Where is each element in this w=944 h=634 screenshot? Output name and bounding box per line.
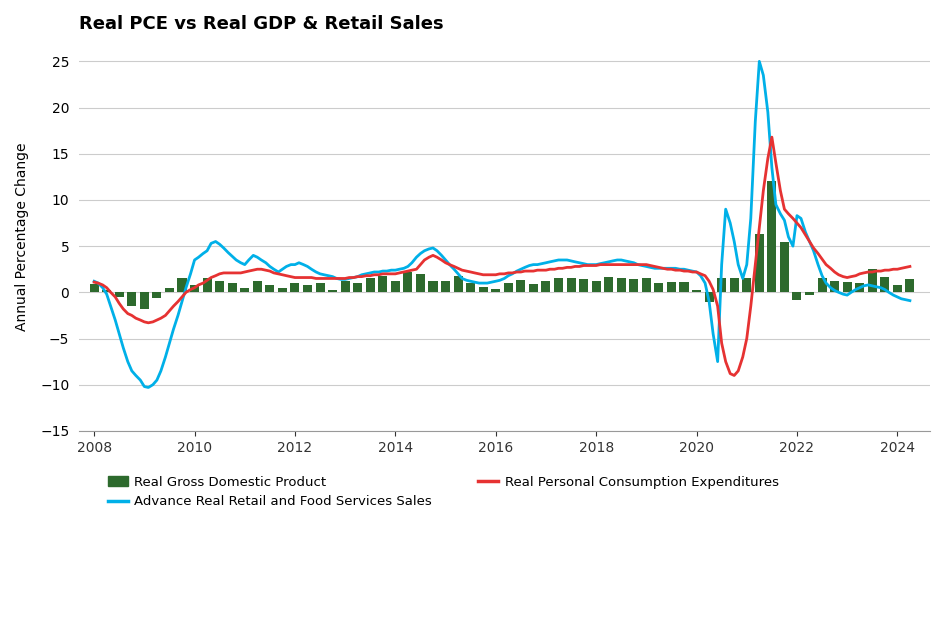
Bar: [391, 281, 399, 292]
Bar: [616, 278, 625, 292]
Bar: [591, 281, 600, 292]
Bar: [228, 283, 236, 292]
Advance Real Retail and Food Services Sales: [862, 281, 873, 288]
Bar: [553, 278, 563, 292]
Bar: [529, 284, 537, 292]
Bar: [741, 278, 750, 292]
Advance Real Retail and Food Services Sales: [89, 278, 100, 285]
Line: Advance Real Retail and Food Services Sales: Advance Real Retail and Food Services Sa…: [94, 61, 909, 387]
Bar: [90, 284, 98, 292]
Bar: [779, 242, 788, 292]
Bar: [190, 285, 199, 292]
Advance Real Retail and Food Services Sales: [903, 297, 915, 304]
Legend: Real Gross Domestic Product, Advance Real Retail and Food Services Sales, Real P: Real Gross Domestic Product, Advance Rea…: [103, 470, 784, 514]
Bar: [403, 272, 412, 292]
Bar: [641, 278, 650, 292]
Advance Real Retail and Food Services Sales: [143, 384, 154, 391]
Real Personal Consumption Expenditures: [122, 310, 133, 318]
Bar: [653, 283, 663, 292]
Bar: [378, 276, 387, 292]
Bar: [340, 281, 349, 292]
Bar: [165, 288, 174, 292]
Bar: [792, 292, 801, 300]
Bar: [767, 181, 776, 292]
Bar: [114, 292, 124, 297]
Bar: [829, 281, 838, 292]
Real Personal Consumption Expenditures: [795, 224, 806, 231]
Bar: [140, 292, 149, 309]
Bar: [691, 290, 700, 292]
Bar: [252, 281, 261, 292]
Bar: [541, 281, 550, 292]
Bar: [880, 276, 888, 292]
Bar: [603, 276, 613, 292]
Advance Real Retail and Food Services Sales: [753, 58, 765, 65]
Bar: [215, 281, 224, 292]
Real Personal Consumption Expenditures: [632, 261, 643, 268]
Bar: [365, 278, 375, 292]
Bar: [804, 292, 813, 295]
Bar: [842, 282, 851, 292]
Advance Real Retail and Food Services Sales: [795, 215, 806, 223]
Bar: [453, 276, 463, 292]
Real Personal Consumption Expenditures: [903, 262, 915, 270]
Bar: [278, 288, 287, 292]
Text: Real PCE vs Real GDP & Retail Sales: Real PCE vs Real GDP & Retail Sales: [79, 15, 444, 33]
Bar: [441, 281, 449, 292]
Bar: [704, 292, 713, 302]
Bar: [854, 283, 864, 292]
Real Personal Consumption Expenditures: [862, 268, 873, 276]
Real Personal Consumption Expenditures: [89, 278, 100, 286]
Bar: [817, 278, 826, 292]
Real Personal Consumption Expenditures: [314, 275, 326, 282]
Bar: [202, 278, 211, 292]
Real Personal Consumption Expenditures: [728, 372, 739, 379]
Bar: [415, 274, 425, 292]
Bar: [666, 282, 675, 292]
Line: Real Personal Consumption Expenditures: Real Personal Consumption Expenditures: [94, 137, 909, 375]
Bar: [754, 234, 763, 292]
Bar: [240, 288, 249, 292]
Advance Real Retail and Food Services Sales: [636, 262, 648, 269]
Bar: [428, 281, 437, 292]
Bar: [152, 292, 161, 298]
Bar: [566, 278, 575, 292]
Bar: [503, 283, 513, 292]
Bar: [892, 285, 901, 292]
Bar: [479, 287, 487, 292]
Bar: [867, 269, 876, 292]
Bar: [679, 282, 688, 292]
Bar: [265, 285, 274, 292]
Bar: [716, 278, 725, 292]
Bar: [315, 283, 324, 292]
Advance Real Retail and Food Services Sales: [318, 271, 329, 278]
Bar: [177, 278, 186, 292]
Real Personal Consumption Expenditures: [766, 133, 777, 141]
Bar: [579, 280, 587, 292]
Bar: [102, 290, 111, 292]
Y-axis label: Annual Percentage Change: Annual Percentage Change: [15, 143, 29, 331]
Bar: [303, 285, 312, 292]
Bar: [629, 280, 637, 292]
Bar: [515, 280, 525, 292]
Bar: [465, 283, 475, 292]
Advance Real Retail and Food Services Sales: [122, 358, 133, 365]
Bar: [127, 292, 136, 306]
Advance Real Retail and Food Services Sales: [548, 257, 560, 265]
Real Personal Consumption Expenditures: [544, 266, 555, 273]
Bar: [290, 283, 299, 292]
Bar: [491, 288, 499, 292]
Bar: [353, 283, 362, 292]
Bar: [328, 290, 337, 292]
Bar: [729, 278, 738, 292]
Bar: [904, 280, 914, 292]
